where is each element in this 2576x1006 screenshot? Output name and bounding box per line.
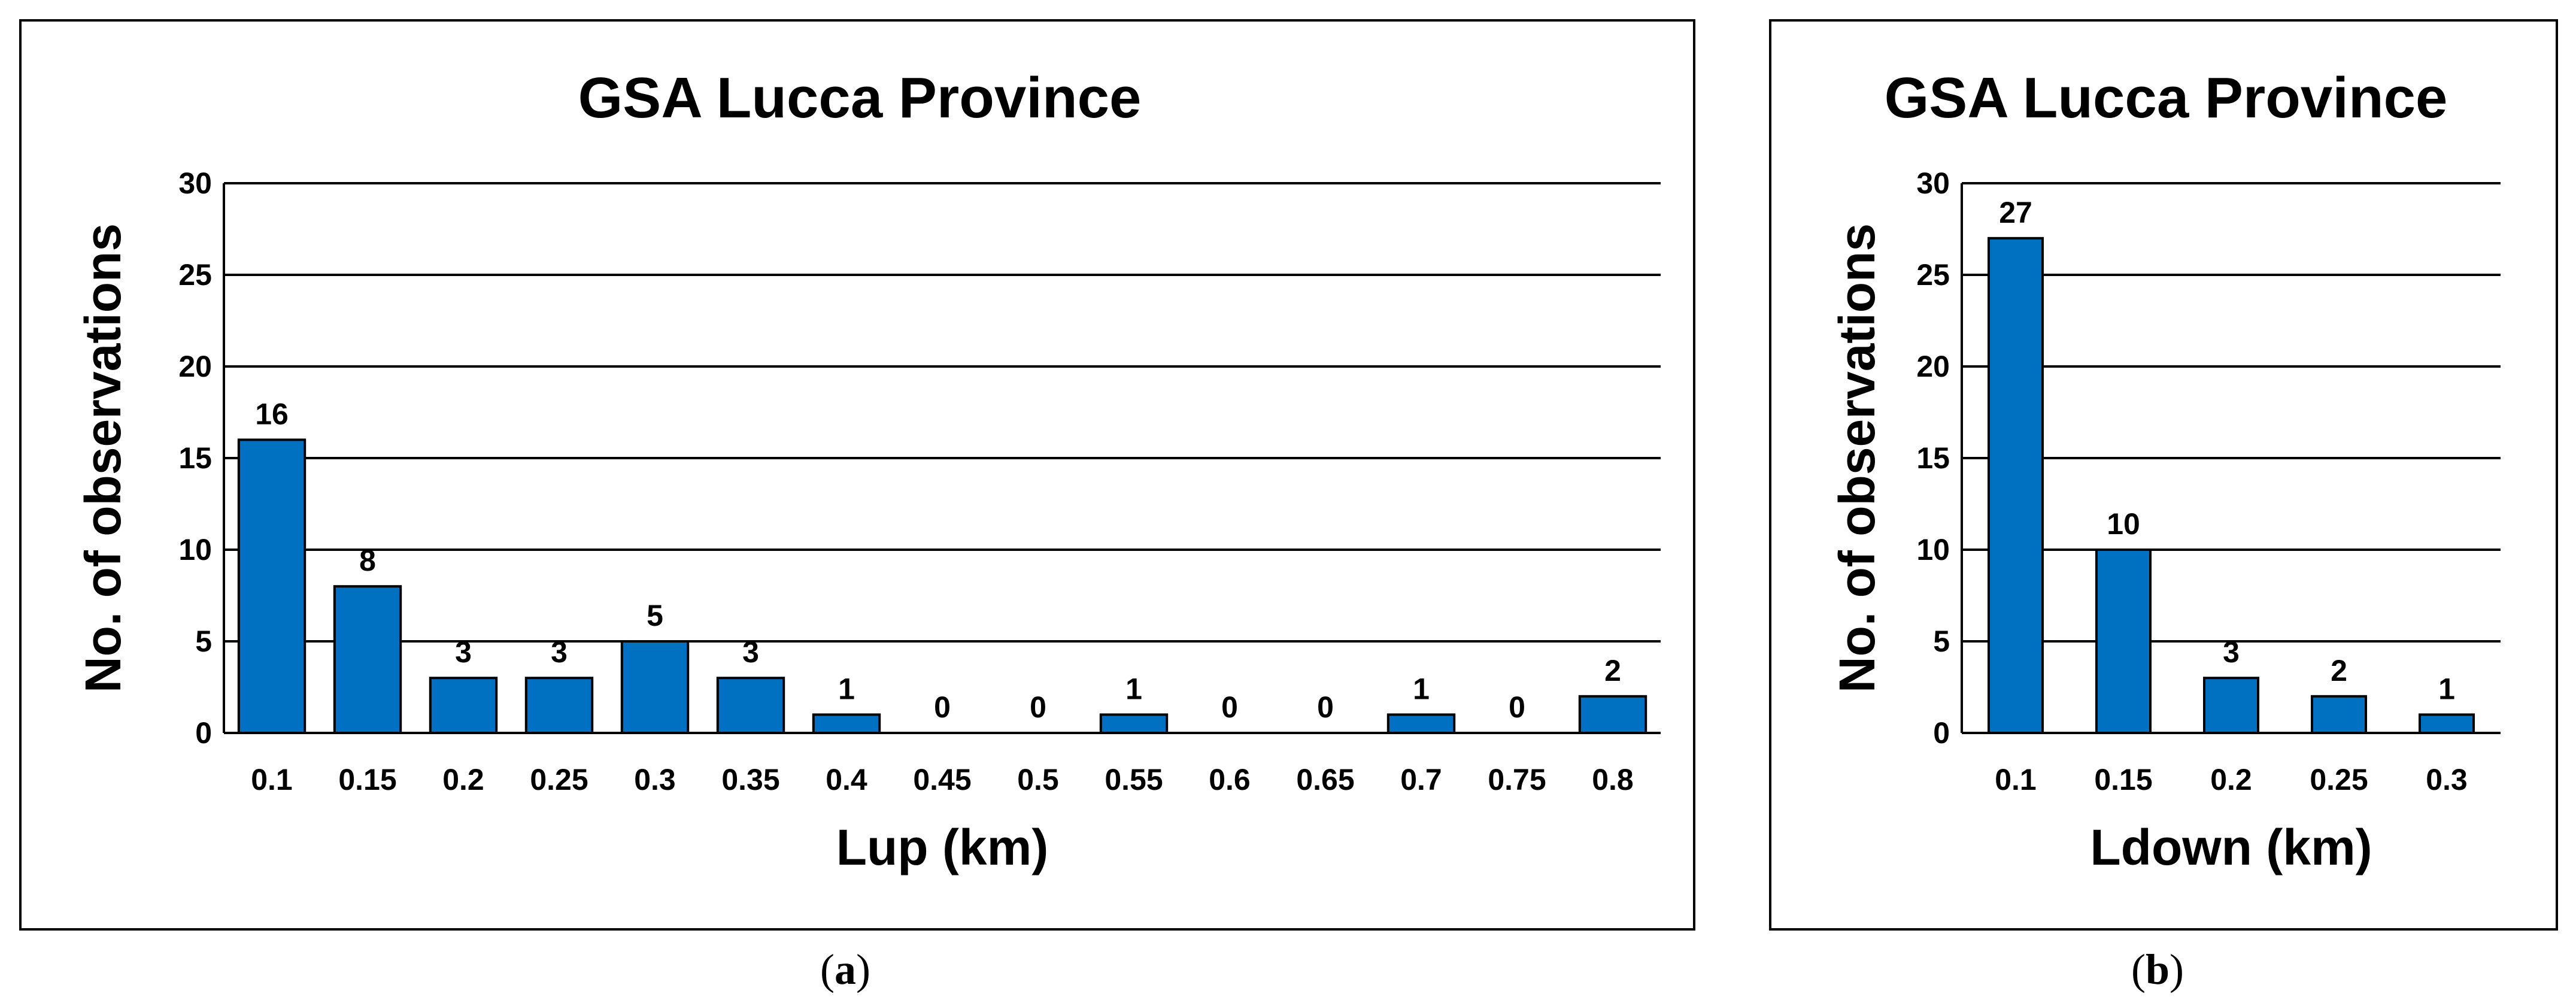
- chart-panel-a: GSA Lucca Province 0 5 10 15 20 25 30 No. of obs…: [19, 19, 1695, 931]
- y-tick-label: 30: [178, 166, 212, 200]
- chart-title: GSA Lucca Province: [578, 66, 1142, 130]
- x-tick-label: 0.65: [1296, 763, 1354, 796]
- bar: [2203, 677, 2259, 734]
- data-label: 1: [1413, 672, 1430, 705]
- x-tick-label: 0.5: [1017, 763, 1059, 796]
- chart-title: GSA Lucca Province: [1885, 66, 2448, 130]
- x-tick-label: 0.45: [913, 763, 971, 796]
- data-label: 0: [1317, 690, 1334, 724]
- data-label: 3: [551, 635, 568, 669]
- y-tick-label: 30: [1916, 166, 1950, 200]
- y-tick-label: 20: [178, 350, 212, 383]
- x-tick-label: 0.3: [2426, 763, 2468, 796]
- x-tick-label: 0.7: [1400, 763, 1442, 796]
- data-label: 2: [1604, 654, 1621, 687]
- y-tick-label: 10: [178, 533, 212, 566]
- data-label: 1: [2438, 672, 2455, 705]
- y-tick-label: 5: [1933, 625, 1950, 658]
- data-label: 1: [1125, 672, 1142, 705]
- x-tick-label: 0.25: [530, 763, 588, 796]
- bar: [620, 640, 690, 734]
- chart-panel-b: GSA Lucca Province 0 5 10 15 20 25 30 No. of obs…: [1769, 19, 2558, 931]
- data-label: 3: [2223, 635, 2240, 669]
- bar: [2419, 713, 2475, 735]
- y-tick-label: 0: [1933, 716, 1950, 750]
- y-tick-label: 15: [178, 441, 212, 475]
- data-label: 3: [742, 635, 759, 669]
- y-tick-label: 15: [1916, 441, 1950, 475]
- bar: [2095, 549, 2152, 734]
- bar: [333, 585, 402, 735]
- y-tick-label: 5: [195, 625, 212, 658]
- data-label: 1: [838, 672, 855, 705]
- bar: [429, 677, 498, 734]
- x-tick-label: 0.15: [338, 763, 396, 796]
- x-tick-label: 0.75: [1488, 763, 1546, 796]
- data-label: 8: [359, 544, 376, 577]
- x-tick-label: 0.3: [634, 763, 676, 796]
- y-axis-title: No. of observations: [75, 223, 131, 693]
- x-tick-label: 0.4: [826, 763, 867, 796]
- bar: [1099, 713, 1169, 735]
- x-tick-label: 0.55: [1105, 763, 1163, 796]
- y-tick-label: 25: [1916, 258, 1950, 292]
- x-tick-label: 0.6: [1209, 763, 1251, 796]
- bar: [1386, 713, 1456, 735]
- caption-b: (b): [2131, 946, 2184, 993]
- x-tick-label: 0.8: [1592, 763, 1634, 796]
- y-tick-label: 25: [178, 258, 212, 292]
- bar: [237, 438, 307, 735]
- chart-b-svg: GSA Lucca Province 0 5 10 15 20 25 30 No. of obs…: [1829, 66, 2501, 875]
- data-label: 27: [1999, 196, 2032, 229]
- x-axis-title: Ldown (km): [2090, 819, 2372, 875]
- y-axis-title: No. of observations: [1829, 223, 1885, 693]
- y-tick-label: 0: [195, 716, 212, 750]
- x-tick-label: 0.2: [2210, 763, 2252, 796]
- bar: [716, 677, 785, 734]
- data-label: 0: [1030, 690, 1046, 724]
- data-label: 10: [2107, 507, 2140, 541]
- x-axis-title: Lup (km): [836, 819, 1049, 875]
- x-tick-label: 0.15: [2094, 763, 2152, 796]
- bar: [2311, 695, 2367, 735]
- data-label: 0: [1509, 690, 1525, 724]
- x-tick-label: 0.2: [442, 763, 484, 796]
- x-tick-label: 0.1: [251, 763, 293, 796]
- caption-a-letter: a: [834, 946, 856, 993]
- data-label: 0: [934, 690, 951, 724]
- caption-b-letter: b: [2145, 946, 2170, 993]
- bar: [524, 677, 594, 734]
- data-label: 5: [647, 599, 663, 632]
- data-label: 0: [1221, 690, 1238, 724]
- y-tick-label: 20: [1916, 350, 1950, 383]
- data-label: 2: [2331, 654, 2347, 687]
- x-tick-label: 0.1: [1995, 763, 2037, 796]
- data-label: 16: [255, 397, 289, 431]
- x-tick-label: 0.25: [2310, 763, 2368, 796]
- data-label: 3: [455, 635, 472, 669]
- x-tick-label: 0.35: [721, 763, 779, 796]
- bar: [812, 713, 881, 735]
- y-tick-label: 10: [1916, 533, 1950, 566]
- bar: [1578, 695, 1647, 735]
- caption-a: (a): [820, 946, 870, 993]
- bar: [1988, 237, 2044, 734]
